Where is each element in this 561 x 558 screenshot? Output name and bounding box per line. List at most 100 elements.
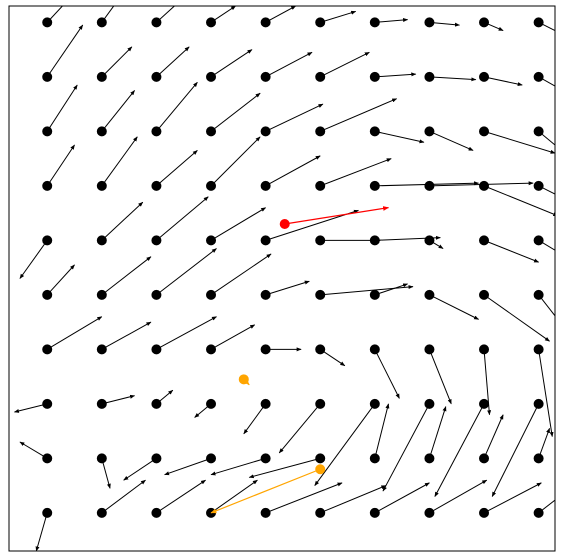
grid-node: [42, 180, 53, 191]
grid-node: [260, 235, 271, 246]
grid-node: [424, 126, 435, 137]
field-arrow: [101, 46, 133, 78]
field-arrow: [46, 316, 103, 350]
grid-node: [206, 235, 217, 246]
field-arrow: [374, 403, 390, 459]
grid-node: [260, 180, 271, 191]
grid-node: [479, 453, 490, 464]
grid-node: [369, 235, 380, 246]
field-arrow: [320, 485, 387, 514]
grid-node: [42, 344, 53, 355]
field-arrow: [101, 458, 111, 489]
grid-node: [369, 71, 380, 82]
grid-node: [315, 235, 326, 246]
field-arrow: [210, 207, 267, 241]
field-arrow: [538, 185, 555, 195]
grid-node: [96, 180, 107, 191]
plot-frame: [8, 5, 556, 552]
grid-node: [42, 235, 53, 246]
field-arrow: [210, 136, 261, 187]
field-arrow: [374, 18, 409, 23]
grid-node: [96, 71, 107, 82]
field-arrow: [483, 76, 523, 87]
grid-node: [479, 344, 490, 355]
field-arrow: [483, 130, 555, 154]
field-arrow: [210, 457, 266, 476]
field-arrow: [210, 253, 272, 296]
grid-node: [533, 126, 544, 137]
field-arrow: [35, 512, 48, 551]
grid-node: [424, 235, 435, 246]
field-arrow: [101, 6, 115, 23]
field-arrow: [101, 90, 135, 132]
grid-node: [479, 289, 490, 300]
highlighted-vectors-layer: [210, 206, 390, 514]
grid-node: [151, 17, 162, 28]
grid-node: [206, 180, 217, 191]
field-arrow: [123, 457, 157, 481]
field-arrow: [101, 256, 152, 296]
grid-node: [96, 507, 107, 518]
field-arrow: [483, 294, 550, 342]
field-arrow: [210, 49, 253, 78]
field-arrow: [538, 239, 555, 251]
grid-node: [424, 507, 435, 518]
grid-node: [260, 126, 271, 137]
field-arrow: [374, 349, 400, 399]
field-arrow: [382, 403, 430, 492]
field-arrow: [265, 155, 321, 187]
highlighted-point: [238, 374, 249, 385]
field-arrow: [374, 72, 417, 78]
field-arrow: [46, 144, 75, 187]
field-arrow: [156, 248, 217, 296]
grid-node: [42, 507, 53, 518]
grid-node: [260, 289, 271, 300]
grid-node: [96, 289, 107, 300]
grid-node: [206, 71, 217, 82]
grid-node: [479, 17, 490, 28]
grid-node: [315, 180, 326, 191]
field-arrow: [538, 130, 555, 146]
field-arrow: [46, 24, 84, 78]
grid-node: [206, 344, 217, 355]
field-arrow: [156, 81, 198, 132]
field-arrow: [434, 403, 485, 497]
grid-node: [42, 398, 53, 409]
grid-node: [315, 17, 326, 28]
field-arrow: [428, 406, 447, 459]
grid-node: [369, 453, 380, 464]
grid-node: [315, 398, 326, 409]
field-arrow: [101, 321, 152, 350]
grid-node: [533, 17, 544, 28]
grid-node: [533, 507, 544, 518]
grid-node: [424, 71, 435, 82]
grid-node: [151, 398, 162, 409]
grid-node: [151, 453, 162, 464]
grid-node: [533, 180, 544, 191]
field-arrow: [320, 158, 392, 187]
field-arrow: [429, 294, 480, 320]
grid-node: [369, 17, 380, 28]
field-arrow: [210, 92, 261, 132]
grid-node: [151, 344, 162, 355]
field-arrow: [314, 403, 376, 487]
arrows-layer: [13, 6, 555, 551]
grid-node: [369, 398, 380, 409]
field-arrow: [483, 482, 542, 514]
grid-node: [369, 289, 380, 300]
grid-node: [206, 398, 217, 409]
grid-node: [42, 17, 53, 28]
grid-node: [151, 235, 162, 246]
field-arrow: [243, 403, 267, 435]
grid-node: [151, 180, 162, 191]
field-arrow: [210, 324, 256, 350]
grid-node: [533, 235, 544, 246]
grid-node: [424, 180, 435, 191]
grid-node: [424, 398, 435, 409]
field-arrow: [428, 349, 452, 405]
grid-node: [533, 344, 544, 355]
grid-node: [533, 453, 544, 464]
field-arrow: [483, 414, 504, 459]
grid-node: [260, 507, 271, 518]
grid-node: [206, 126, 217, 137]
